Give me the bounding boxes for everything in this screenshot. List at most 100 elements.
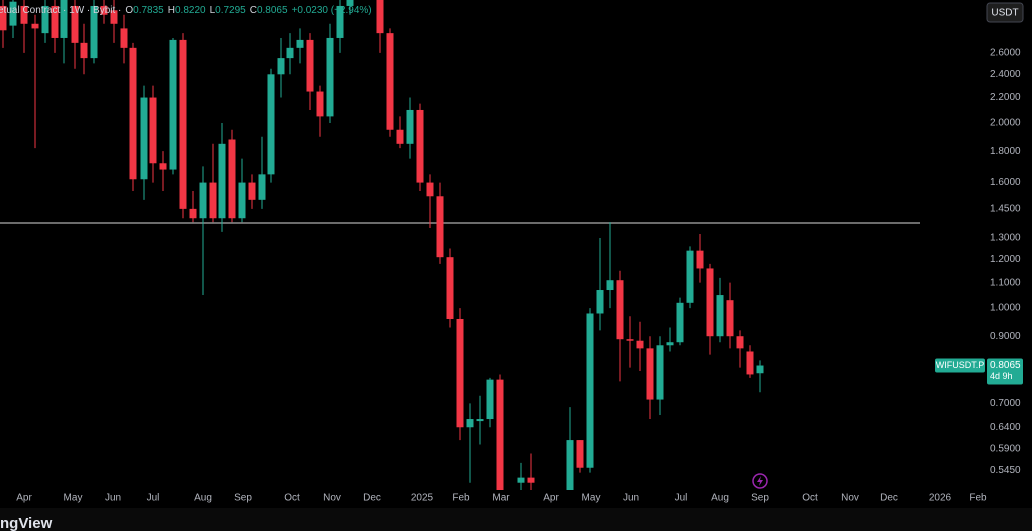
candle-body	[606, 280, 614, 291]
candle-body	[129, 47, 137, 180]
candle-body	[406, 109, 414, 144]
legend-key: L	[210, 5, 216, 16]
x-tick-label: Jul	[675, 493, 688, 504]
candle-body	[267, 74, 275, 175]
candle-body	[71, 5, 79, 43]
candle-body	[0, 5, 7, 31]
candle-body	[228, 139, 236, 219]
candle-body	[736, 336, 744, 349]
candle-body	[120, 28, 128, 48]
candle-body	[426, 182, 434, 197]
candle-body	[706, 268, 714, 337]
candle-body	[209, 182, 217, 219]
candle-body	[376, 0, 384, 34]
candle-body	[616, 280, 624, 340]
y-tick-label: 0.5900	[990, 444, 1021, 455]
y-tick-label: 0.9000	[990, 331, 1021, 342]
logo: ngView	[0, 515, 53, 531]
x-tick-label: Mar	[492, 493, 510, 504]
candle-body	[576, 440, 584, 468]
candle-body	[436, 196, 444, 258]
legend-value: 0.7295	[215, 5, 246, 16]
currency[interactable]: USDT	[991, 8, 1018, 19]
legend-value: 0.8065	[257, 5, 288, 16]
candle-body	[527, 477, 535, 483]
candle-body	[566, 440, 574, 490]
y-tick-label: 1.4500	[990, 204, 1021, 215]
candle-body	[296, 39, 304, 48]
candle-body	[306, 39, 314, 92]
candle-body	[41, 5, 49, 34]
x-tick-label: Feb	[969, 493, 987, 504]
candle-body	[456, 318, 464, 428]
price-tag	[987, 358, 1023, 385]
x-tick-label: Feb	[452, 493, 470, 504]
candle-body	[51, 5, 59, 38]
y-tick-label: 1.1000	[990, 277, 1021, 288]
plot-area	[0, 0, 920, 490]
legend-key: C	[250, 5, 257, 16]
x-tick-label: Jun	[105, 493, 121, 504]
candle-body	[517, 477, 525, 483]
y-tick-label: 2.6000	[990, 48, 1021, 59]
candle-body	[316, 91, 324, 117]
candle-body	[676, 302, 684, 343]
candle-body	[100, 5, 108, 15]
y-tick-label: 1.2000	[990, 254, 1021, 265]
candle-body	[596, 290, 604, 314]
lightning-icon[interactable]	[752, 473, 768, 489]
y-tick-label: 1.3000	[990, 233, 1021, 244]
candle-body	[90, 5, 98, 59]
y-tick-label: 1.0000	[990, 303, 1021, 314]
y-tick-label: 2.0000	[990, 118, 1021, 129]
candle-body	[159, 163, 167, 170]
candle-body	[80, 42, 88, 59]
candle-body	[696, 250, 704, 269]
x-tick-label: Aug	[194, 493, 212, 504]
x-tick-label: May	[64, 493, 83, 504]
y-tick-label: 0.6400	[990, 422, 1021, 433]
symbol-tag	[935, 358, 985, 373]
y-tick-label: 1.6000	[990, 177, 1021, 188]
candle-body	[446, 257, 454, 319]
x-tick-label: Dec	[363, 493, 381, 504]
x-tick-label: Aug	[711, 493, 729, 504]
y-tick-label: 1.8000	[990, 146, 1021, 157]
x-tick-label: Jul	[147, 493, 160, 504]
legend-symbol: etual Contract · 1W · Bybit ·	[0, 5, 121, 16]
candle-body	[346, 0, 354, 6]
candle-body	[248, 182, 256, 200]
footer	[0, 508, 1032, 531]
candle-body	[496, 379, 504, 490]
candle-body	[199, 182, 207, 219]
candle-body	[386, 33, 394, 130]
price-tag-countdown: 4d 9h	[990, 371, 1013, 381]
candle-body	[9, 1, 17, 26]
x-tick-label: Sep	[234, 493, 252, 504]
candle-body	[716, 295, 724, 337]
legend-value: 0.7835	[133, 5, 164, 16]
y-tick-label: 2.4000	[990, 69, 1021, 80]
symbol-tag-text: WIFUSDT.P	[936, 360, 985, 370]
legend-key: H	[168, 5, 175, 16]
y-tick-label: 2.2000	[990, 92, 1021, 103]
candle-body	[60, 0, 68, 38]
y-tick-label: 0.5450	[990, 465, 1021, 476]
candle-body	[646, 348, 654, 400]
currency-box[interactable]	[986, 2, 1024, 23]
legend-change: +0.0230 (+2.94%)	[292, 5, 372, 16]
candle-body	[666, 342, 674, 346]
candle-body	[238, 182, 246, 219]
legend-value: 0.8220	[175, 5, 206, 16]
x-tick-label: Sep	[751, 493, 769, 504]
x-tick-label: 2026	[929, 493, 952, 504]
x-tick-label: Dec	[880, 493, 898, 504]
candle-body	[466, 419, 474, 428]
candle-body	[286, 47, 294, 59]
x-tick-label: 2025	[411, 493, 434, 504]
legend-key: O	[125, 5, 133, 16]
candle-body	[746, 351, 754, 375]
x-tick-label: Apr	[543, 493, 559, 504]
